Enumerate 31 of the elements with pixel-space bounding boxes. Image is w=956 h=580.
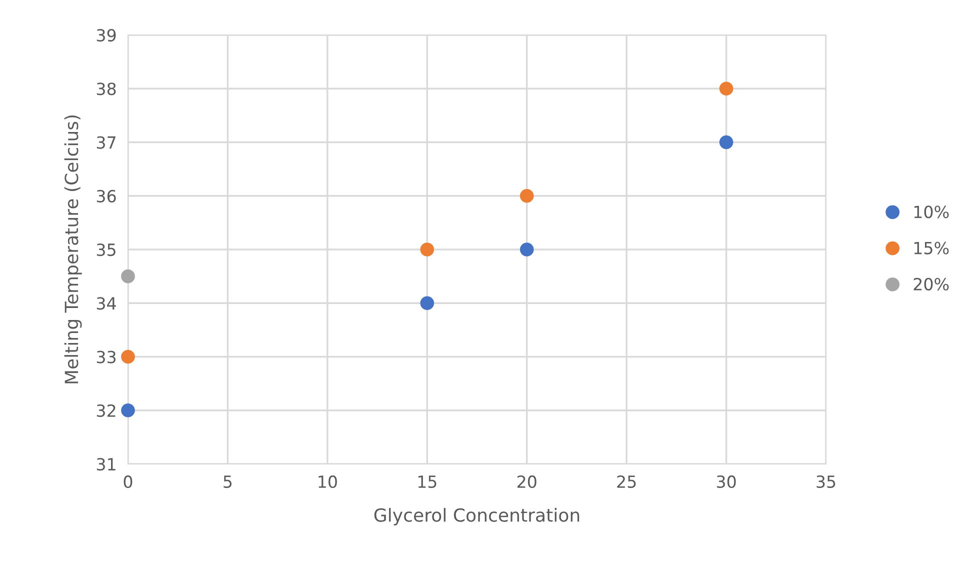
x-tick-label: 0 bbox=[124, 475, 132, 488]
point bbox=[121, 350, 135, 364]
x-tick-label: 30 bbox=[716, 475, 736, 488]
point bbox=[121, 269, 135, 284]
y-tick-label: 31 bbox=[96, 458, 116, 471]
point bbox=[420, 296, 434, 310]
legend-label: 15% bbox=[914, 242, 949, 254]
x-tick-label: 5 bbox=[224, 476, 232, 488]
x-tick-label: 25 bbox=[617, 475, 636, 488]
y-tick-label: 36 bbox=[96, 190, 116, 202]
y-tick-label: 33 bbox=[96, 350, 116, 364]
point bbox=[719, 82, 734, 96]
legend-label: 10% bbox=[914, 206, 949, 218]
y-tick-label: 32 bbox=[96, 404, 116, 417]
point bbox=[420, 242, 434, 256]
legend-label: 20% bbox=[914, 278, 949, 290]
y-tick-label: 37 bbox=[96, 136, 116, 149]
point bbox=[520, 188, 534, 203]
point bbox=[121, 403, 135, 418]
x-tick-label: 10 bbox=[318, 475, 337, 488]
y-tick-label: 35 bbox=[96, 243, 116, 256]
x-axis-title: Glycerol Concentration bbox=[374, 508, 580, 526]
point bbox=[520, 242, 534, 256]
y-tick-label: 38 bbox=[96, 82, 116, 96]
y-tick-label: 39 bbox=[96, 28, 116, 42]
point bbox=[719, 135, 734, 150]
x-tick-label: 35 bbox=[816, 475, 836, 488]
y-axis-title: Melting Temperature (Celcius) bbox=[64, 115, 82, 384]
x-tick-label: 20 bbox=[517, 475, 536, 488]
y-tick-label: 34 bbox=[96, 297, 116, 310]
x-tick-label: 15 bbox=[418, 476, 436, 488]
